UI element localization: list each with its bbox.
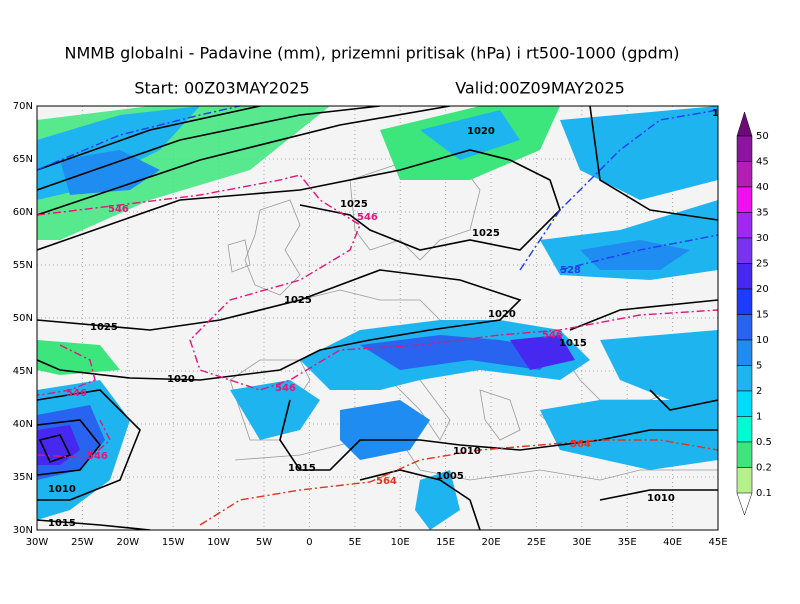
colorbar-bottom (736, 492, 753, 516)
colorbar-label: 25 (756, 259, 769, 270)
contour-label: 1015 (288, 463, 316, 474)
lon-label: 20E (481, 537, 500, 548)
colorbar-label: 1 (756, 412, 762, 423)
lon-label: 20W (116, 537, 139, 548)
map-title: NMMB globalni - Padavine (mm), prizemni … (64, 44, 679, 63)
lon-label: 10W (207, 537, 230, 548)
colorbar-label: 35 (756, 208, 769, 219)
colorbar-box (736, 288, 753, 315)
contour-label: 101 (712, 108, 733, 119)
colorbar-box (736, 365, 753, 392)
colorbar-box (736, 390, 753, 417)
colorbar-label: 10 (756, 335, 769, 346)
thickness-546 (37, 174, 718, 459)
lat-label: 30N (13, 525, 33, 536)
colorbar-label: 45 (756, 157, 769, 168)
colorbar-label: 50 (756, 131, 769, 142)
lat-label: 45N (13, 366, 33, 377)
contour-label: 1020 (488, 309, 516, 320)
contour-label: 546 (542, 330, 563, 341)
contour-label: 546 (275, 383, 296, 394)
contour-label: 546 (357, 212, 378, 223)
contour-label: 1015 (48, 518, 76, 529)
colorbar-label: 0.2 (756, 463, 772, 474)
lon-label: 5W (256, 537, 272, 548)
colorbar-label: 30 (756, 233, 769, 244)
contour-label: 1010 (647, 493, 675, 504)
colorbar-label: 2 (756, 386, 762, 397)
colorbar-box (736, 186, 753, 213)
contour-label: 564 (570, 439, 591, 450)
lat-label: 60N (13, 207, 33, 218)
colorbar: 50 45 40 35 30 25 20 15 10 5 2 1 0.5 0.2 0.1 (736, 111, 772, 516)
start-time: Start: 00Z03MAY2025 (134, 79, 309, 98)
lon-label: 10E (391, 537, 410, 548)
valid-time: Valid:00Z09MAY2025 (455, 79, 625, 98)
lat-label: 35N (13, 472, 33, 483)
contour-label: 1015 (559, 338, 587, 349)
contour-label: 1025 (472, 228, 500, 239)
contour-labels: 1020 101 1025 546 546 1025 528 1025 1020… (48, 108, 733, 529)
lon-label: 30E (572, 537, 591, 548)
map-frame (36, 105, 719, 531)
lon-label: 45E (708, 537, 727, 548)
lat-label: 40N (13, 419, 33, 430)
thickness-564 (199, 439, 718, 526)
colorbar-box (736, 161, 753, 188)
lon-label: 25W (71, 537, 94, 548)
lon-label: 15W (162, 537, 185, 548)
thickness-528 (37, 106, 718, 271)
colorbar-label: 0.5 (756, 437, 772, 448)
contour-label: 528 (560, 265, 581, 276)
lat-label: 70N (13, 101, 33, 112)
isobars (37, 106, 718, 530)
lon-label: 30W (26, 537, 49, 548)
lon-label: 35E (618, 537, 637, 548)
lon-label: 0 (306, 537, 312, 548)
lat-label: 65N (13, 154, 33, 165)
colorbar-box (736, 135, 753, 162)
lon-label: 40E (663, 537, 682, 548)
colorbar-label: 40 (756, 182, 769, 193)
lat-label: 50N (13, 313, 33, 324)
contour-label: 1005 (436, 471, 464, 482)
map-area: 1020 101 1025 546 546 1025 528 1025 1020… (37, 106, 733, 530)
colorbar-box (736, 314, 753, 341)
colorbar-box (736, 467, 753, 494)
contour-label: 546 (87, 451, 108, 462)
colorbar-label: 0.1 (756, 488, 772, 499)
colorbar-box (736, 416, 753, 443)
colorbar-box (736, 441, 753, 468)
contour-label: 1010 (48, 484, 76, 495)
contour-label: 546 (66, 388, 87, 399)
contour-label: 1025 (340, 199, 368, 210)
colorbar-label: 5 (756, 361, 762, 372)
lon-label: 15E (436, 537, 455, 548)
contour-label: 1010 (453, 446, 481, 457)
colorbar-box (736, 263, 753, 290)
contour-label: 1020 (467, 126, 495, 137)
colorbar-box (736, 237, 753, 264)
colorbar-box (736, 339, 753, 366)
lat-label: 55N (13, 260, 33, 271)
contour-label: 546 (108, 204, 129, 215)
contour-label: 1025 (284, 295, 312, 306)
colorbar-box (736, 212, 753, 239)
contour-label: 564 (376, 476, 397, 487)
colorbar-label: 15 (756, 310, 769, 321)
contour-label: 1020 (167, 374, 195, 385)
lon-label: 25E (527, 537, 546, 548)
graticule (37, 106, 718, 530)
colorbar-label: 20 (756, 284, 769, 295)
contour-label: 1025 (90, 322, 118, 333)
lon-label: 5E (348, 537, 361, 548)
